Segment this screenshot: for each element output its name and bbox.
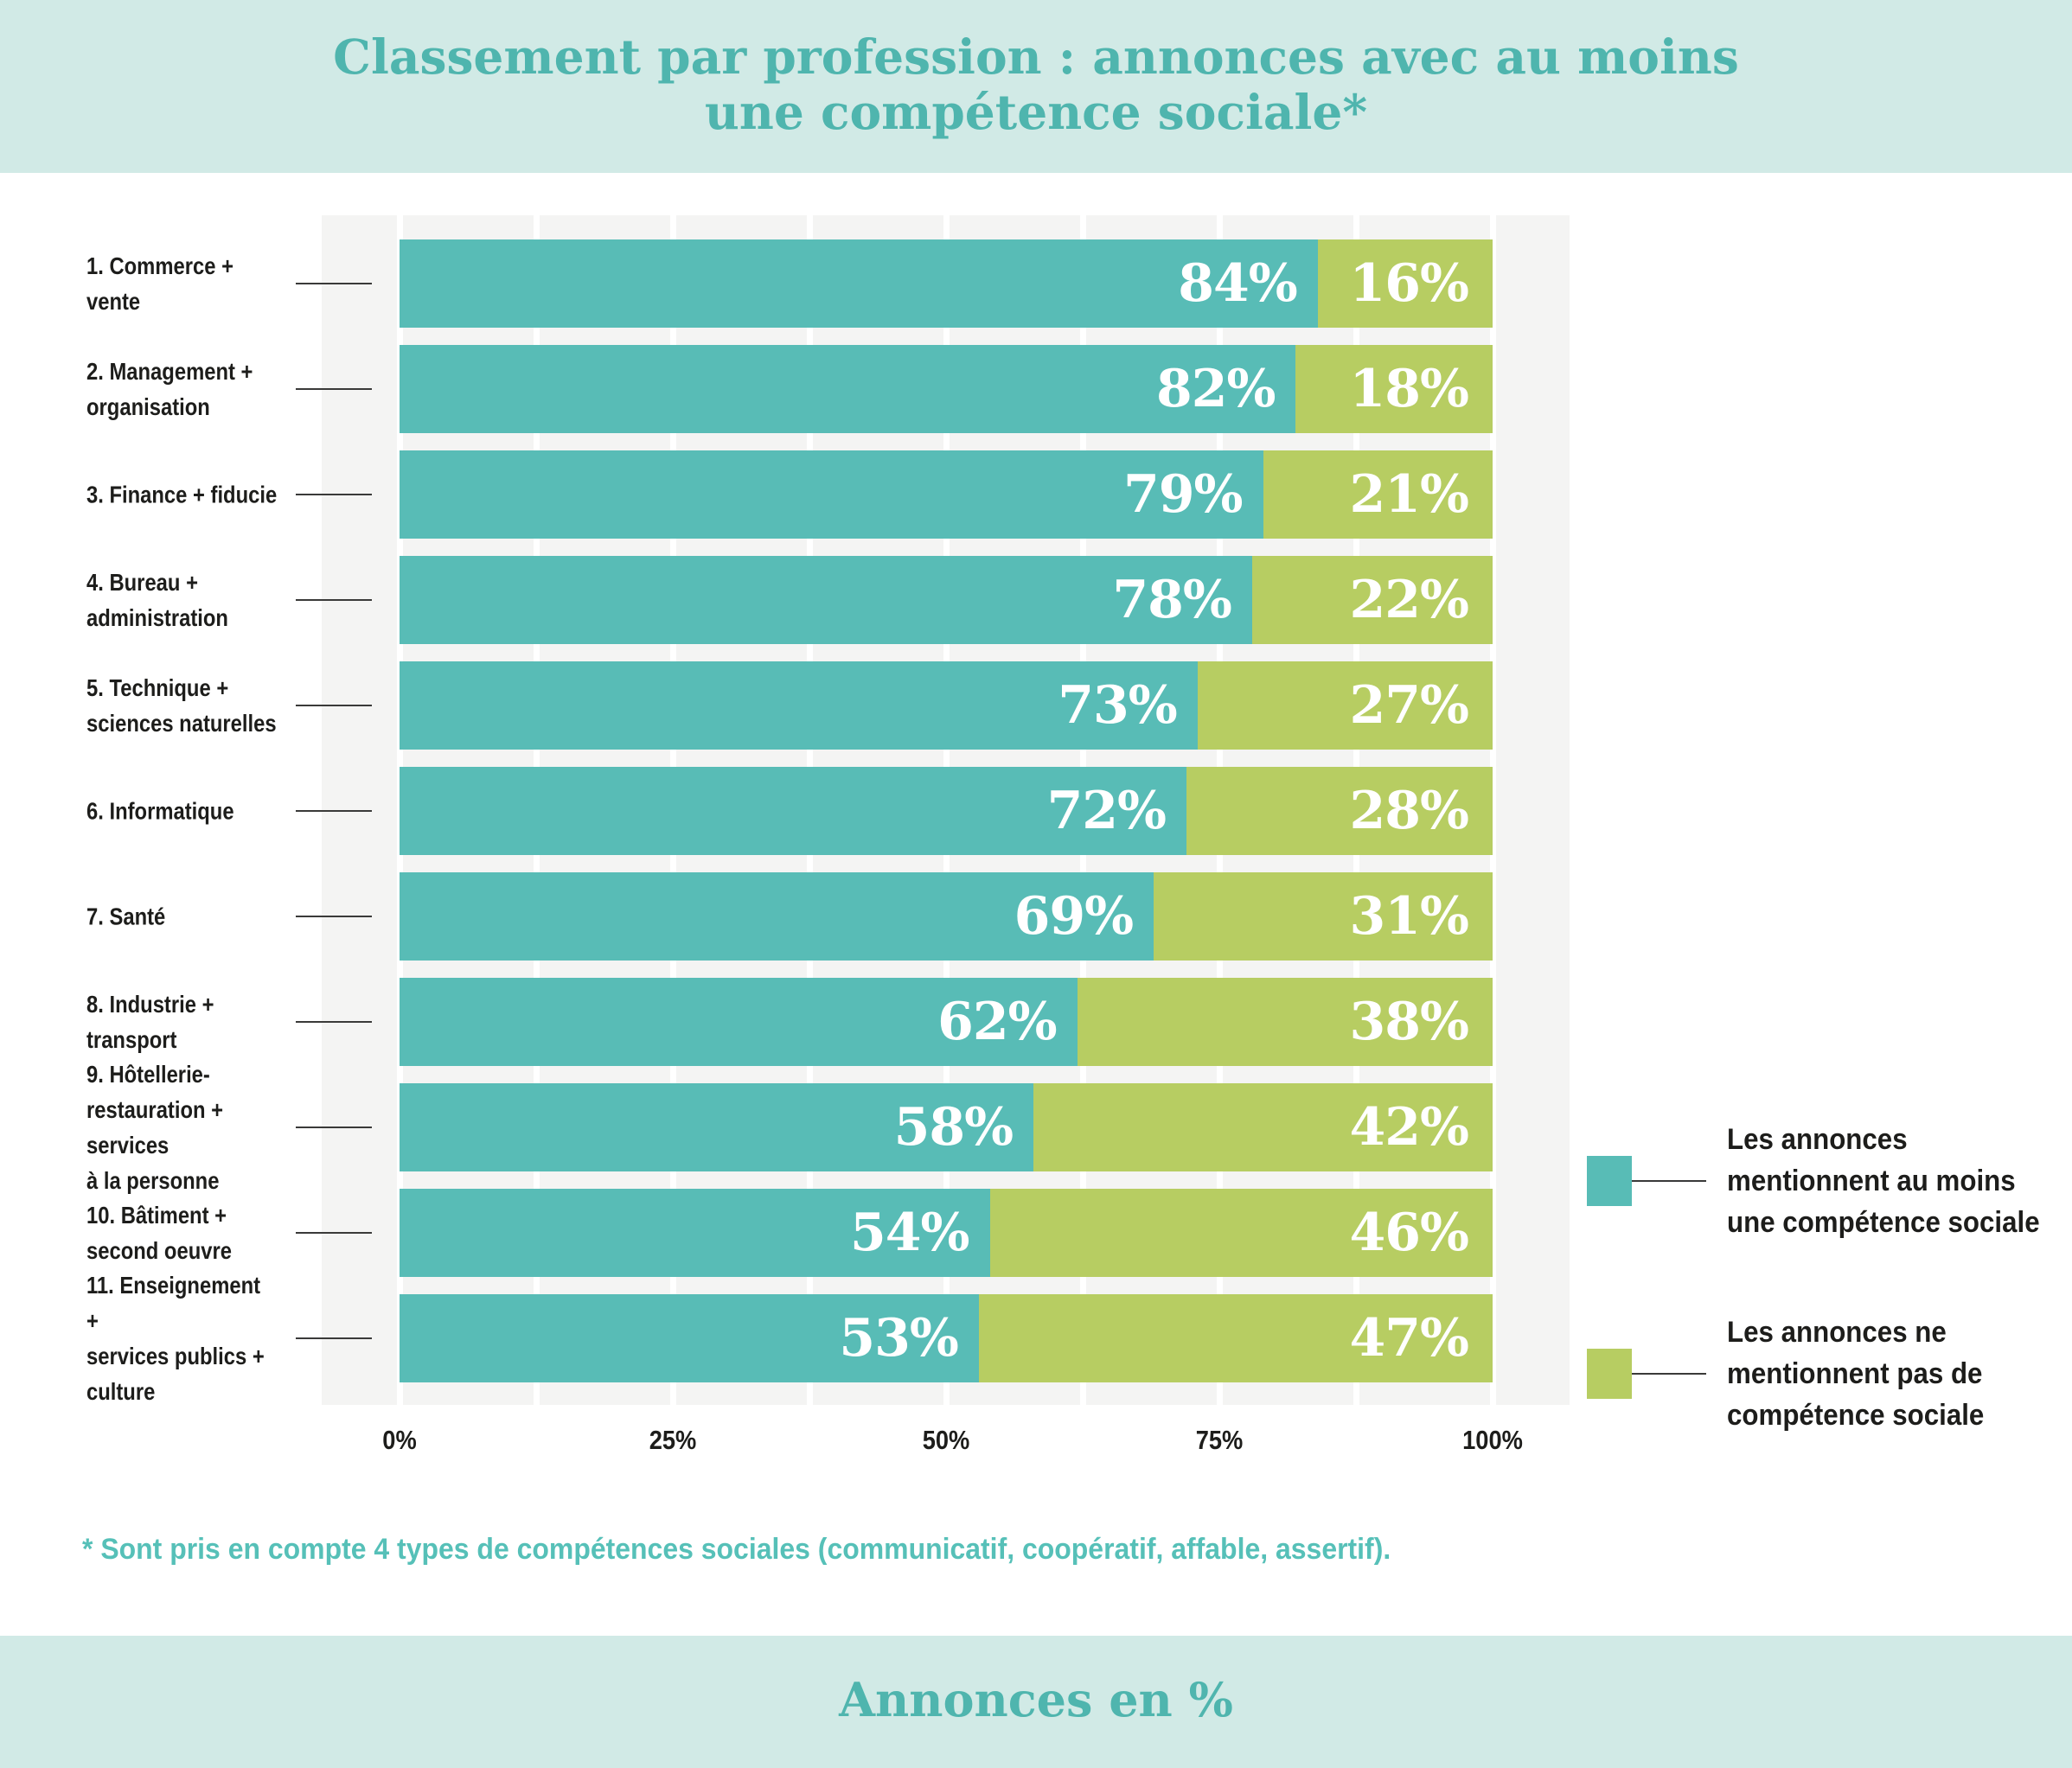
bar-segment-ne-mentionnent-pas: 18% bbox=[1295, 345, 1493, 433]
page-title: Classement par profession : annonces ave… bbox=[333, 29, 1739, 140]
bar-segment-mentionnent: 54% bbox=[400, 1189, 990, 1277]
category-label: 9. Hôtellerie- restauration + services à… bbox=[86, 1061, 224, 1194]
connector-line bbox=[296, 705, 372, 706]
connector-line bbox=[296, 283, 372, 284]
bar-segment-ne-mentionnent-pas: 31% bbox=[1154, 872, 1493, 961]
connector-line bbox=[296, 388, 372, 390]
category-label: 1. Commerce + vente bbox=[86, 252, 233, 315]
x-tick-label: 25% bbox=[649, 1425, 697, 1455]
legend-connector-line bbox=[1632, 1180, 1706, 1182]
footnote: * Sont pris en compte 4 types de compéte… bbox=[82, 1533, 1391, 1566]
bar-segment-mentionnent: 62% bbox=[400, 978, 1078, 1066]
category-label: 7. Santé bbox=[86, 903, 166, 930]
value-label-ne-mentionnent-pas: 38% bbox=[1349, 992, 1469, 1052]
x-tick-label: 75% bbox=[1195, 1425, 1244, 1455]
legend-swatch bbox=[1587, 1349, 1632, 1399]
value-label-mentionnent: 72% bbox=[1046, 781, 1167, 841]
category-label: 2. Management + organisation bbox=[86, 358, 253, 420]
bar-segment-mentionnent: 82% bbox=[400, 345, 1296, 433]
value-label-ne-mentionnent-pas: 42% bbox=[1349, 1097, 1469, 1158]
value-label-ne-mentionnent-pas: 21% bbox=[1349, 464, 1469, 525]
value-label-ne-mentionnent-pas: 22% bbox=[1349, 570, 1469, 630]
gridline bbox=[1489, 215, 1496, 1405]
legend-swatch bbox=[1587, 1156, 1632, 1206]
bar-segment-mentionnent: 72% bbox=[400, 767, 1187, 855]
bar-segment-mentionnent: 58% bbox=[400, 1083, 1034, 1171]
value-label-ne-mentionnent-pas: 31% bbox=[1349, 886, 1469, 947]
value-label-mentionnent: 69% bbox=[1014, 886, 1135, 947]
value-label-ne-mentionnent-pas: 27% bbox=[1349, 675, 1469, 736]
value-label-mentionnent: 82% bbox=[1155, 359, 1276, 419]
connector-line bbox=[296, 1232, 372, 1234]
connector-line bbox=[296, 1021, 372, 1023]
bar-segment-ne-mentionnent-pas: 21% bbox=[1263, 450, 1493, 539]
bar-segment-mentionnent: 53% bbox=[400, 1294, 979, 1382]
bar-segment-ne-mentionnent-pas: 42% bbox=[1033, 1083, 1493, 1171]
bottom-band: Annonces en % bbox=[0, 1636, 2072, 1768]
bar-row: 53% 47% bbox=[400, 1294, 1493, 1382]
category-label: 5. Technique + sciences naturelles bbox=[86, 674, 277, 737]
legend-connector-line bbox=[1632, 1373, 1706, 1375]
value-label-mentionnent: 62% bbox=[937, 992, 1058, 1052]
value-label-mentionnent: 53% bbox=[839, 1308, 959, 1369]
value-label-mentionnent: 78% bbox=[1112, 570, 1232, 630]
value-label-ne-mentionnent-pas: 16% bbox=[1349, 253, 1469, 314]
legend-item: Les annonces mentionnent au moins une co… bbox=[1587, 1119, 2067, 1243]
bar-segment-ne-mentionnent-pas: 22% bbox=[1251, 556, 1493, 644]
value-label-mentionnent: 73% bbox=[1058, 675, 1178, 736]
value-label-ne-mentionnent-pas: 46% bbox=[1349, 1203, 1469, 1263]
bar-segment-mentionnent: 79% bbox=[400, 450, 1263, 539]
connector-line bbox=[296, 1337, 372, 1339]
x-tick-label: 0% bbox=[382, 1425, 417, 1455]
title-band: Classement par profession : annonces ave… bbox=[0, 0, 2072, 173]
bar-row: 72% 28% bbox=[400, 767, 1493, 855]
category-label: 3. Finance + fiducie bbox=[86, 481, 278, 508]
connector-line bbox=[296, 494, 372, 495]
bar-row: 79% 21% bbox=[400, 450, 1493, 539]
bar-segment-mentionnent: 73% bbox=[400, 661, 1198, 750]
x-tick-label: 50% bbox=[922, 1425, 970, 1455]
value-label-ne-mentionnent-pas: 28% bbox=[1349, 781, 1469, 841]
bar-segment-mentionnent: 84% bbox=[400, 239, 1318, 328]
bar-segment-mentionnent: 69% bbox=[400, 872, 1154, 961]
value-label-ne-mentionnent-pas: 18% bbox=[1349, 359, 1469, 419]
bar-segment-ne-mentionnent-pas: 47% bbox=[978, 1294, 1493, 1382]
category-label: 10. Bâtiment + second oeuvre bbox=[86, 1202, 232, 1264]
value-label-ne-mentionnent-pas: 47% bbox=[1349, 1308, 1469, 1369]
connector-line bbox=[296, 1127, 372, 1128]
bar-row: 54% 46% bbox=[400, 1189, 1493, 1277]
bar-row: 84% 16% bbox=[400, 239, 1493, 328]
x-axis-title: Annonces en % bbox=[839, 1672, 1233, 1727]
value-label-mentionnent: 79% bbox=[1123, 464, 1244, 525]
bar-row: 73% 27% bbox=[400, 661, 1493, 750]
bar-row: 58% 42% bbox=[400, 1083, 1493, 1171]
legend-label: Les annonces ne mentionnent pas de compé… bbox=[1727, 1316, 1985, 1432]
x-tick-label: 100% bbox=[1462, 1425, 1523, 1455]
bar-segment-ne-mentionnent-pas: 28% bbox=[1186, 767, 1493, 855]
connector-line bbox=[296, 599, 372, 601]
value-label-mentionnent: 58% bbox=[893, 1097, 1014, 1158]
category-label: 8. Industrie + transport bbox=[86, 991, 214, 1053]
plot-area: 84% 16% 82% 18% 79% 21% 78% 22% 73% 27% 72% 28% 69% 3… bbox=[322, 215, 1570, 1405]
value-label-mentionnent: 84% bbox=[1178, 253, 1298, 314]
category-label: 6. Informatique bbox=[86, 797, 234, 825]
legend-item: Les annonces ne mentionnent pas de compé… bbox=[1587, 1312, 2006, 1436]
category-label: 4. Bureau + administration bbox=[86, 569, 228, 631]
bar-segment-ne-mentionnent-pas: 46% bbox=[989, 1189, 1493, 1277]
category-label: 11. Enseignement + services publics + cu… bbox=[86, 1272, 265, 1405]
bar-row: 69% 31% bbox=[400, 872, 1493, 961]
connector-line bbox=[296, 916, 372, 917]
value-label-mentionnent: 54% bbox=[850, 1203, 970, 1263]
bar-row: 82% 18% bbox=[400, 345, 1493, 433]
bar-segment-mentionnent: 78% bbox=[400, 556, 1252, 644]
bar-segment-ne-mentionnent-pas: 27% bbox=[1197, 661, 1493, 750]
bar-segment-ne-mentionnent-pas: 38% bbox=[1077, 978, 1493, 1066]
bar-row: 78% 22% bbox=[400, 556, 1493, 644]
bar-row: 62% 38% bbox=[400, 978, 1493, 1066]
legend-label: Les annonces mentionnent au moins une co… bbox=[1727, 1123, 2040, 1239]
connector-line bbox=[296, 810, 372, 812]
bar-segment-ne-mentionnent-pas: 16% bbox=[1317, 239, 1493, 328]
